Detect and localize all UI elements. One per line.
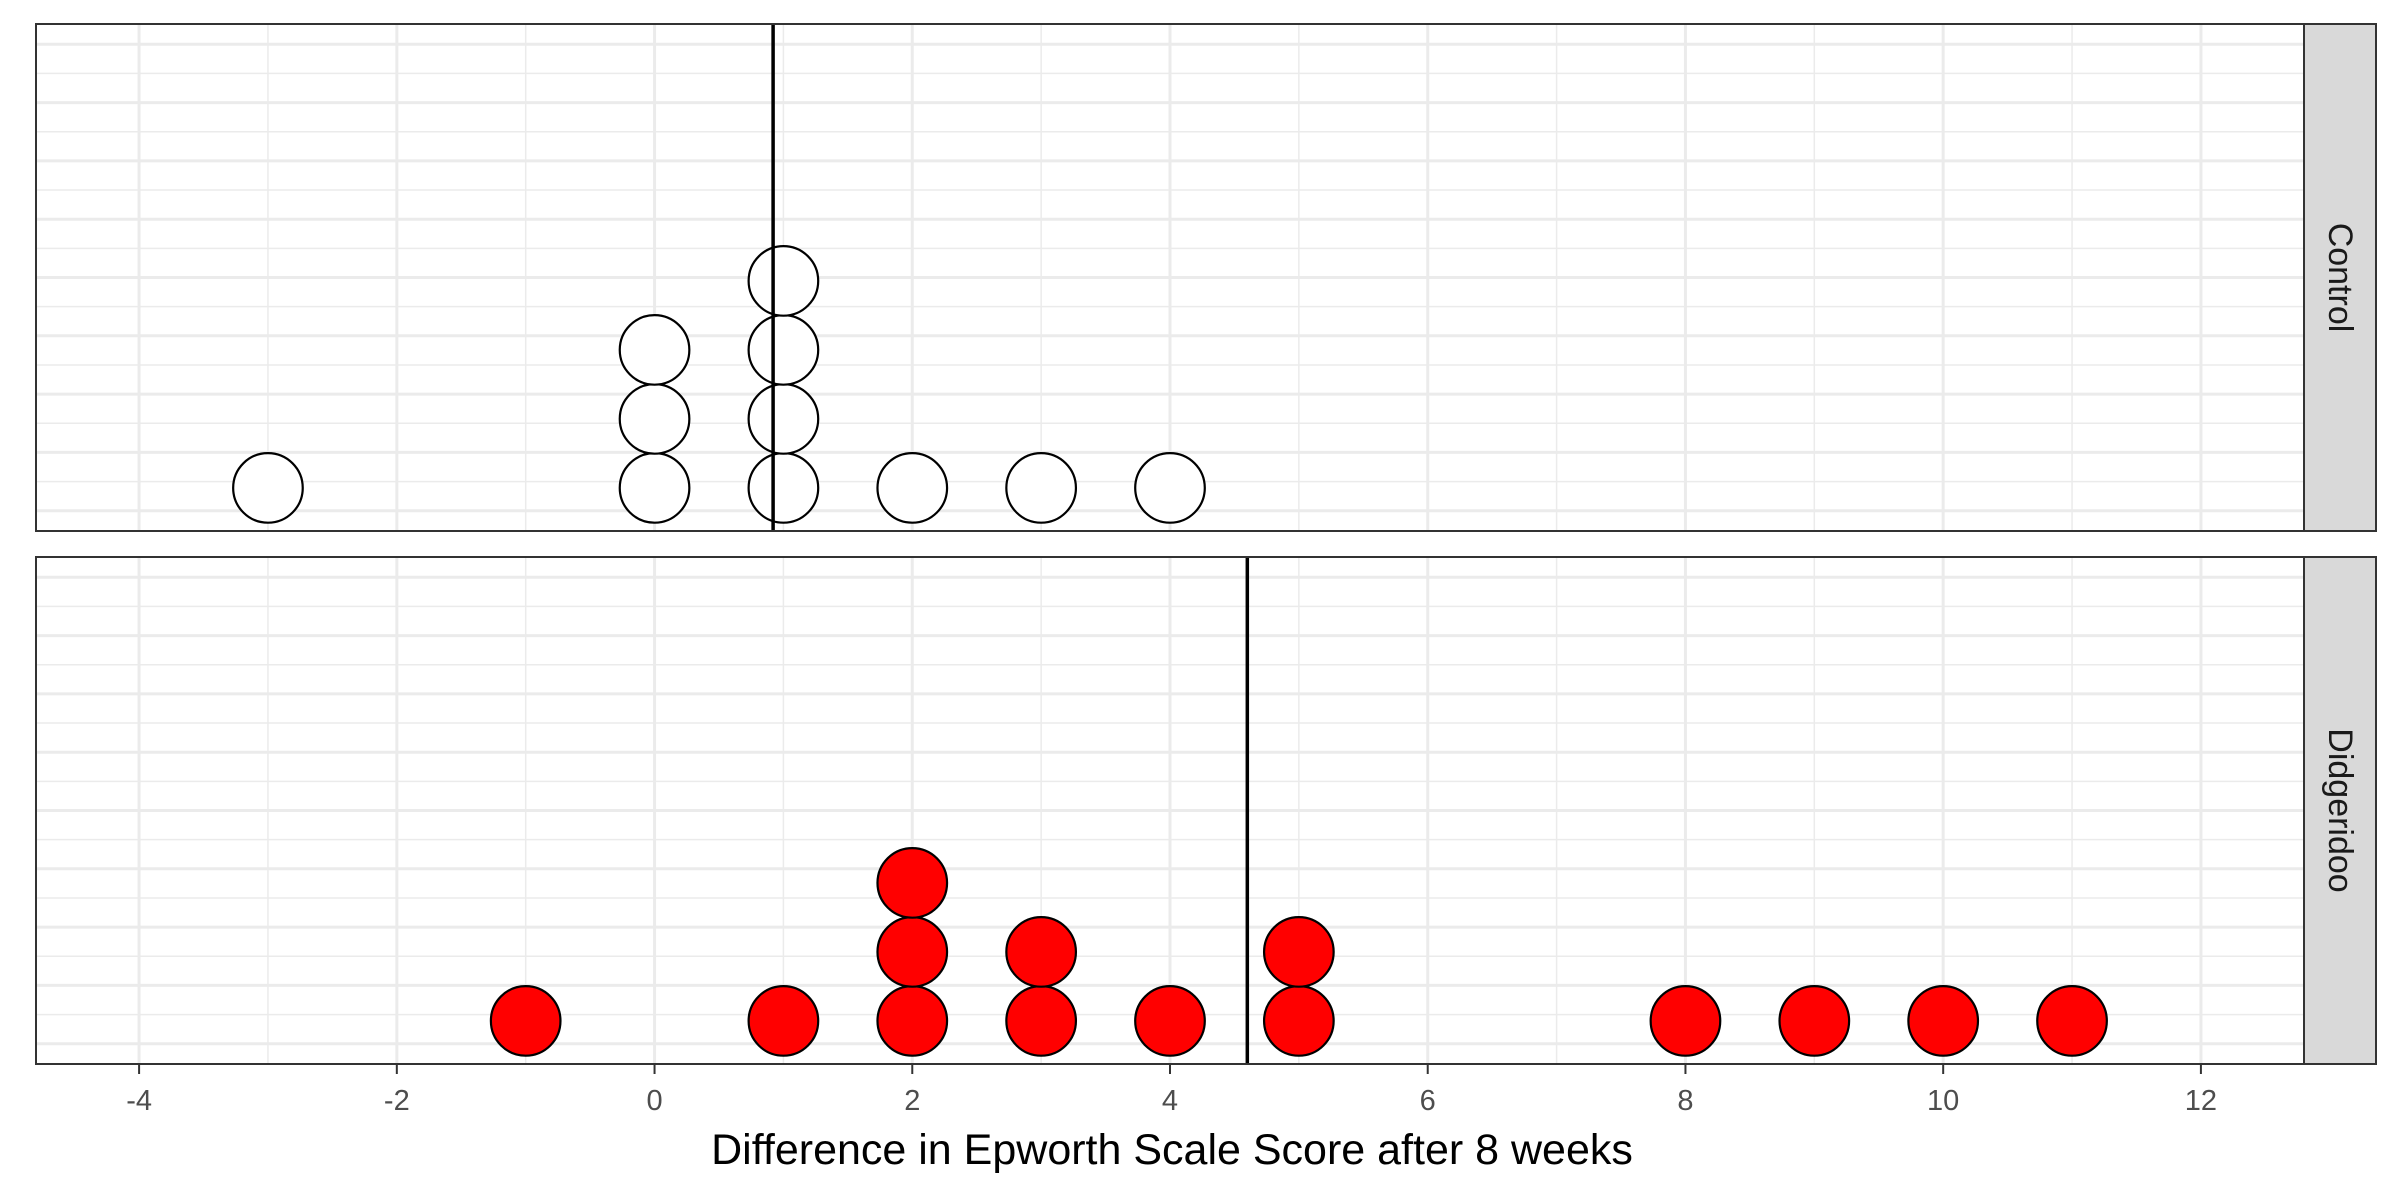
dot-didgeridoo	[1262, 985, 1335, 1057]
facet-strip-didgeridoo	[2303, 556, 2377, 1065]
x-tick-label: 6	[1420, 1085, 1436, 1117]
dot-didgeridoo	[1778, 985, 1851, 1057]
dot-didgeridoo	[876, 916, 949, 988]
dot-control	[747, 314, 820, 386]
dot-didgeridoo	[747, 985, 820, 1057]
facet-strip-label: Didgeridoo	[2321, 728, 2359, 892]
x-tick-label: -2	[384, 1085, 410, 1117]
facet-panels: Control Didgeridoo	[35, 23, 2377, 1065]
dot-control	[876, 452, 949, 524]
dot-control	[1005, 452, 1078, 524]
x-tick-label: 12	[2185, 1085, 2217, 1117]
dot-control	[232, 452, 304, 524]
x-tick-label: 8	[1677, 1085, 1693, 1117]
dot-didgeridoo	[1907, 985, 1980, 1057]
dot-didgeridoo	[1005, 985, 1078, 1057]
dot-control	[618, 452, 691, 524]
dot-control	[1134, 452, 1206, 524]
x-axis: -4 -2 0 2 4 6 8 10 12	[126, 1064, 2217, 1117]
dot-didgeridoo	[876, 985, 949, 1057]
x-tick-label: 4	[1162, 1085, 1178, 1117]
dot-didgeridoo	[489, 985, 562, 1057]
dot-didgeridoo	[1262, 916, 1335, 988]
x-tick-label: 2	[904, 1085, 920, 1117]
facet-strip-control	[2303, 23, 2377, 532]
x-axis-title: Difference in Epworth Scale Score after …	[711, 1126, 1633, 1174]
dot-didgeridoo	[1134, 985, 1206, 1057]
x-tick-label: 0	[646, 1085, 662, 1117]
x-tick-label: -4	[126, 1085, 152, 1117]
facet-didgeridoo: Didgeridoo	[35, 556, 2377, 1065]
dot-control	[618, 383, 691, 455]
dot-didgeridoo	[876, 847, 949, 919]
dot-control	[618, 314, 691, 386]
dot-control	[747, 245, 820, 317]
facet-strip-label: Control	[2321, 223, 2359, 333]
dot-control	[747, 452, 820, 524]
dot-didgeridoo	[2036, 985, 2108, 1057]
dot-control	[747, 383, 820, 455]
dot-didgeridoo	[1005, 916, 1078, 988]
x-tick-label: 10	[1927, 1085, 1959, 1117]
dot-didgeridoo	[1649, 985, 1722, 1057]
facet-control: Control	[35, 23, 2377, 532]
